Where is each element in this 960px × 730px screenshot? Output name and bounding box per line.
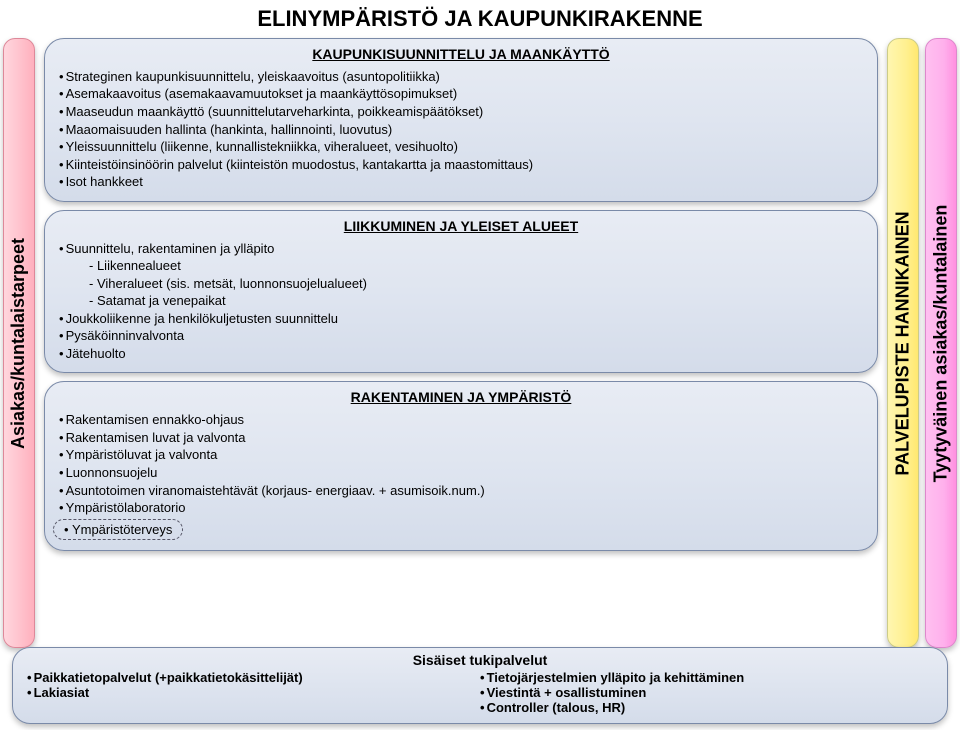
panel-building-title: RAKENTAMINEN JA YMPÄRISTÖ: [59, 388, 863, 407]
panel-mobility-title: LIIKKUMINEN JA YLEISET ALUEET: [59, 217, 863, 236]
list-item: Yleissuunnittelu (liikenne, kunnallistek…: [59, 138, 863, 156]
list-item: Asuntotoimen viranomaistehtävät (korjaus…: [59, 482, 863, 500]
list-item: Isot hankkeet: [59, 173, 863, 191]
list-item: Luonnonsuojelu: [59, 464, 863, 482]
mid-pillar-label: PALVELUPISTE HANNIKAINEN: [893, 211, 914, 475]
panel-support-title: Sisäiset tukipalvelut: [27, 652, 933, 668]
panel-support-left: Paikkatietopalvelut (+paikkatietokäsitte…: [27, 670, 480, 715]
list-item: Maaomaisuuden hallinta (hankinta, hallin…: [59, 121, 863, 139]
list-item: Ympäristöluvat ja valvonta: [59, 446, 863, 464]
list-item: Satamat ja venepaikat: [59, 292, 863, 310]
right-pillar-label: Tyytyväinen asiakas/kuntalainen: [931, 204, 952, 482]
list-item: Liikennealueet: [59, 257, 863, 275]
list-item: Paikkatietopalvelut (+paikkatietokäsitte…: [27, 670, 480, 685]
list-item: Asemakaavoitus (asemakaavamuutokset ja m…: [59, 85, 863, 103]
list-item: Viheralueet (sis. metsät, luonnonsuojelu…: [59, 275, 863, 293]
panel-support-right: Tietojärjestelmien ylläpito ja kehittämi…: [480, 670, 933, 715]
mid-pillar: PALVELUPISTE HANNIKAINEN: [887, 38, 919, 648]
list-item: Tietojärjestelmien ylläpito ja kehittämi…: [480, 670, 933, 685]
left-pillar-label: Asiakas/kuntalaistarpeet: [9, 237, 30, 448]
list-item: Rakentamisen ennakko-ohjaus: [59, 411, 863, 429]
main-title: ELINYMPÄRISTÖ JA KAUPUNKIRAKENNE: [0, 0, 960, 34]
panel-building: RAKENTAMINEN JA YMPÄRISTÖ Rakentamisen e…: [44, 381, 878, 551]
panel-building-list: Rakentamisen ennakko-ohjaus Rakentamisen…: [59, 411, 863, 516]
panel-support-columns: Paikkatietopalvelut (+paikkatietokäsitte…: [27, 670, 933, 715]
list-item: Ympäristölaboratorio: [59, 499, 863, 517]
list-item: Lakiasiat: [27, 685, 480, 700]
panel-support: Sisäiset tukipalvelut Paikkatietopalvelu…: [12, 647, 948, 724]
right-pillar: Tyytyväinen asiakas/kuntalainen: [925, 38, 957, 648]
list-item: Jätehuolto: [59, 345, 863, 363]
list-item: Viestintä + osallistuminen: [480, 685, 933, 700]
list-item: Controller (talous, HR): [480, 700, 933, 715]
list-item: Joukkoliikenne ja henkilökuljetusten suu…: [59, 310, 863, 328]
list-item: Kiinteistöinsinöörin palvelut (kiinteist…: [59, 156, 863, 174]
list-item: Strateginen kaupunkisuunnittelu, yleiska…: [59, 68, 863, 86]
panel-mobility: LIIKKUMINEN JA YLEISET ALUEET Suunnittel…: [44, 210, 878, 374]
center-column: KAUPUNKISUUNNITTELU JA MAANKÄYTTÖ Strate…: [38, 34, 884, 652]
left-pillar: Asiakas/kuntalaistarpeet: [3, 38, 35, 648]
list-item: Suunnittelu, rakentaminen ja ylläpito: [59, 240, 863, 258]
list-item: Maaseudun maankäyttö (suunnittelutarveha…: [59, 103, 863, 121]
panel-planning-title: KAUPUNKISUUNNITTELU JA MAANKÄYTTÖ: [59, 45, 863, 64]
list-item: Pysäköinninvalvonta: [59, 327, 863, 345]
sub-pill-label: Ympäristöterveys: [64, 522, 172, 537]
main-layout: Asiakas/kuntalaistarpeet KAUPUNKISUUNNIT…: [0, 34, 960, 652]
sub-pill-ymparistoterveys: Ympäristöterveys: [53, 519, 183, 541]
panel-mobility-list: Suunnittelu, rakentaminen ja ylläpito Li…: [59, 240, 863, 363]
panel-planning: KAUPUNKISUUNNITTELU JA MAANKÄYTTÖ Strate…: [44, 38, 878, 202]
list-item: Rakentamisen luvat ja valvonta: [59, 429, 863, 447]
panel-planning-list: Strateginen kaupunkisuunnittelu, yleiska…: [59, 68, 863, 191]
